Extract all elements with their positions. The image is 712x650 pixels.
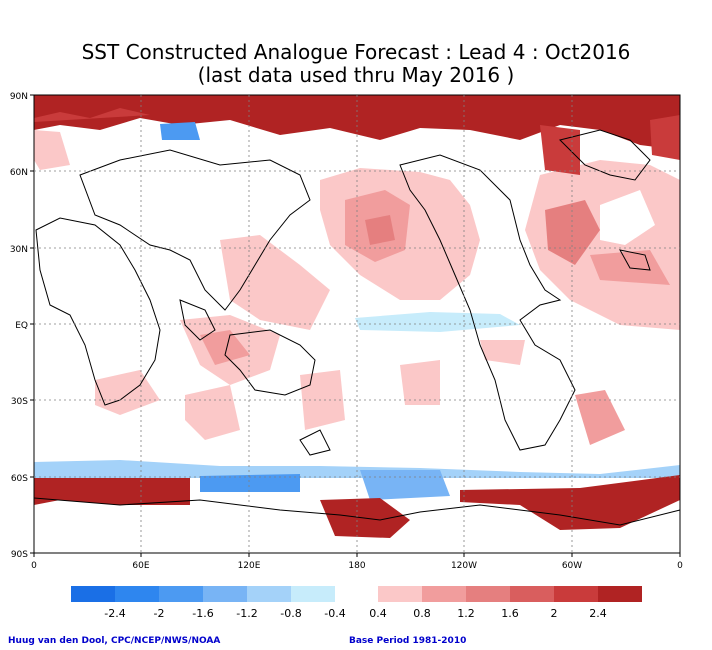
lon-label: 120E	[238, 561, 261, 571]
colorbar-label: 0.4	[369, 607, 387, 620]
base-period: Base Period 1981-2010	[349, 636, 467, 646]
lon-label: 0	[677, 561, 683, 571]
colorbar-neg-5	[247, 586, 291, 602]
colorbar-pos-5	[554, 586, 598, 602]
west-pacific-warm	[220, 235, 330, 330]
colorbar-pos-2	[422, 586, 466, 602]
colorbar-neg-6	[291, 586, 335, 602]
lat-label: 90N	[10, 92, 28, 102]
colorbar-label: 2	[551, 607, 558, 620]
lon-label: 180	[348, 561, 365, 571]
lon-label: 0	[31, 561, 37, 571]
coastlines	[33, 129, 681, 526]
colorbar-labels: -2.4 -2 -1.6 -1.2 -0.8 -0.4 0.4 0.8 1.2 …	[104, 607, 606, 620]
lon-label: 60W	[562, 561, 582, 571]
colorbar-pos-6	[598, 586, 642, 602]
axis-ticks	[30, 94, 681, 557]
equatorial-cool-band	[355, 312, 520, 332]
colorbar-label: -2.4	[104, 607, 125, 620]
longitude-labels: 0 60E 120E 180 120W 60W 0	[31, 561, 683, 571]
colorbar-label: 2.4	[589, 607, 607, 620]
map-subtitle: (last data used thru May 2016 )	[197, 63, 515, 87]
anomaly-shading	[34, 95, 680, 538]
colorbar-neg-4	[203, 586, 247, 602]
lat-label: 60N	[10, 168, 28, 178]
colorbar-pos-3	[466, 586, 510, 602]
arctic-warm-region	[34, 95, 680, 150]
southern-cool-band	[34, 460, 680, 478]
lat-label: 60S	[11, 474, 28, 484]
lat-label: 90S	[11, 550, 28, 560]
colorbar-label: 0.8	[413, 607, 431, 620]
colorbar	[71, 586, 642, 602]
lon-label: 60E	[132, 561, 149, 571]
southern-ocean-warm	[34, 478, 190, 505]
colorbar-label: -1.6	[192, 607, 213, 620]
colorbar-neg-3	[159, 586, 203, 602]
colorbar-pos-4	[510, 586, 554, 602]
colorbar-label: 1.6	[501, 607, 519, 620]
colorbar-label: -0.4	[324, 607, 345, 620]
colorbar-label: -1.2	[236, 607, 257, 620]
colorbar-label: 1.2	[457, 607, 475, 620]
colorbar-neg-1	[71, 586, 115, 602]
graticule	[34, 95, 680, 553]
colorbar-label: -0.8	[280, 607, 301, 620]
map-title: SST Constructed Analogue Forecast : Lead…	[81, 40, 631, 64]
lat-label: 30N	[10, 245, 28, 255]
lat-label: EQ	[15, 321, 28, 331]
colorbar-label: -2	[154, 607, 165, 620]
latitude-labels: 90N 60N 30N EQ 30S 60S 90S	[10, 92, 28, 560]
lat-label: 30S	[11, 397, 28, 407]
colorbar-pos-1	[378, 586, 422, 602]
credit-author: Huug van den Dool, CPC/NCEP/NWS/NOAA	[8, 636, 221, 646]
colorbar-neg-2	[115, 586, 159, 602]
lon-label: 120W	[451, 561, 477, 571]
